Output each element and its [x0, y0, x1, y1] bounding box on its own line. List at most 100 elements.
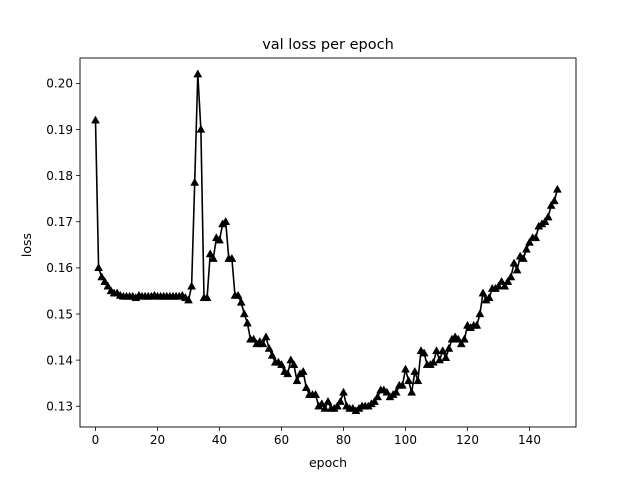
- data-point-marker: [512, 265, 522, 274]
- data-point-marker: [249, 334, 259, 343]
- data-point-marker: [103, 281, 113, 290]
- data-point-marker: [456, 339, 466, 348]
- x-tick-label: 60: [274, 433, 289, 447]
- data-point-marker: [202, 293, 212, 302]
- data-point-marker: [459, 334, 469, 343]
- data-point-marker: [444, 343, 454, 352]
- x-tick-label: 0: [92, 433, 100, 447]
- data-point-marker: [552, 184, 562, 193]
- data-point-marker: [401, 364, 410, 373]
- data-point-marker: [339, 387, 348, 396]
- data-point-marker: [317, 399, 327, 408]
- data-point-marker: [233, 290, 243, 299]
- data-point-marker: [509, 258, 519, 267]
- data-point-marker: [391, 387, 401, 396]
- data-point-marker: [261, 332, 271, 341]
- y-axis-label: loss: [19, 233, 34, 257]
- data-point-marker: [525, 237, 534, 246]
- data-point-marker: [320, 403, 330, 412]
- y-tick-label: 0.15: [46, 307, 73, 321]
- data-point-marker: [292, 376, 302, 385]
- data-point-marker: [184, 295, 193, 304]
- data-point-marker: [236, 297, 246, 306]
- data-point-marker: [540, 217, 550, 225]
- data-point-marker: [91, 115, 100, 124]
- x-tick-label: 140: [518, 433, 541, 447]
- y-tick-label: 0.19: [46, 123, 73, 137]
- plot-area: 0 20 40 60 80 100 120 140 0.13 0.14 0.15 0.16 0.17 0.…: [46, 57, 577, 447]
- data-point-marker: [478, 288, 488, 297]
- data-point-marker: [311, 390, 321, 398]
- x-axis-label: epoch: [309, 455, 347, 470]
- data-point-marker: [208, 253, 218, 262]
- y-tick-label: 0.20: [46, 77, 73, 91]
- data-point-marker: [187, 281, 197, 290]
- data-point-marker: [94, 263, 104, 272]
- data-point-marker: [518, 253, 528, 262]
- data-point-marker: [410, 366, 420, 375]
- data-point-marker: [435, 355, 445, 364]
- data-point-marker: [100, 276, 110, 285]
- data-point-marker: [277, 360, 286, 368]
- data-point-marker: [382, 387, 392, 396]
- data-point-marker: [546, 200, 556, 209]
- x-tick-label: 80: [336, 433, 351, 447]
- data-point-marker: [428, 357, 438, 366]
- data-point-marker: [407, 387, 417, 396]
- data-point-marker: [432, 346, 441, 355]
- x-tick-label: 20: [150, 433, 165, 447]
- data-point-marker: [531, 233, 541, 242]
- chart-title: val loss per epoch: [262, 37, 394, 53]
- data-point-marker: [475, 309, 485, 318]
- data-point-marker: [413, 376, 423, 385]
- data-point-marker: [549, 196, 559, 205]
- data-point-marker: [301, 383, 311, 391]
- data-point-marker: [373, 392, 383, 401]
- data-point-marker: [335, 396, 345, 405]
- data-point-marker: [242, 318, 252, 327]
- data-point-marker: [521, 244, 531, 253]
- y-tick-label: 0.16: [46, 261, 73, 275]
- data-point-marker: [500, 281, 510, 290]
- data-point-marker: [453, 334, 463, 343]
- x-tick-label: 40: [212, 433, 227, 447]
- data-point-marker: [438, 346, 448, 355]
- data-point-marker: [503, 276, 513, 285]
- data-point-marker: [286, 355, 296, 364]
- data-point-marker: [543, 212, 553, 221]
- x-tick-label: 120: [456, 433, 479, 447]
- data-point-marker: [404, 376, 414, 385]
- data-point-marker: [323, 396, 333, 405]
- data-point-marker: [397, 380, 407, 389]
- data-point-marker: [332, 401, 342, 410]
- y-tick-label: 0.13: [46, 400, 73, 414]
- data-point-marker: [494, 281, 503, 290]
- data-point-marker: [264, 343, 274, 352]
- data-point-marker: [215, 235, 224, 244]
- data-point-marker: [258, 339, 268, 348]
- axes-frame: [79, 57, 577, 428]
- data-point-marker: [283, 369, 293, 378]
- y-tick-label: 0.18: [46, 169, 73, 183]
- data-point-marker: [506, 272, 516, 281]
- data-point-marker: [441, 353, 451, 362]
- data-point-marker: [289, 360, 299, 368]
- data-point-marker: [497, 276, 507, 285]
- data-point-marker: [193, 69, 203, 78]
- y-tick-label: 0.17: [46, 215, 73, 229]
- data-point-marker: [97, 272, 107, 281]
- data-point-marker: [370, 396, 379, 405]
- data-point-marker: [484, 293, 494, 302]
- data-point-marker: [267, 350, 277, 359]
- data-point-marker: [221, 217, 231, 225]
- data-point-marker: [190, 177, 200, 186]
- y-tick-label: 0.14: [46, 353, 73, 367]
- data-point-marker: [419, 348, 429, 357]
- data-point-marker: [196, 124, 206, 133]
- x-tick-label: 100: [394, 433, 417, 447]
- data-point-marker: [227, 253, 237, 262]
- data-point-marker: [298, 366, 308, 375]
- data-point-marker: [472, 320, 482, 329]
